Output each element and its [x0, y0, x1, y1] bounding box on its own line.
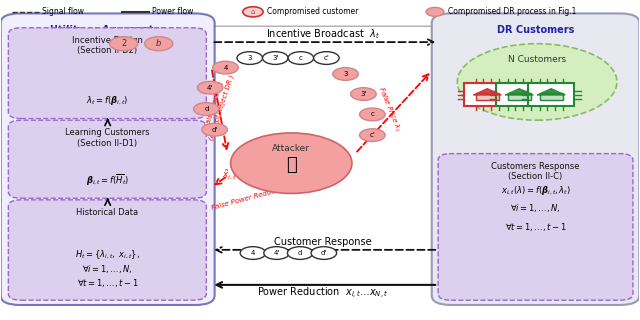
Polygon shape — [505, 89, 533, 95]
Text: ⌂: ⌂ — [251, 9, 255, 15]
Circle shape — [145, 37, 173, 51]
Circle shape — [193, 103, 219, 116]
Circle shape — [311, 247, 337, 260]
FancyBboxPatch shape — [8, 120, 206, 198]
Text: Compromised DR process in Fig.1: Compromised DR process in Fig.1 — [448, 7, 576, 16]
Text: 3': 3' — [272, 55, 278, 61]
Circle shape — [237, 52, 262, 64]
Text: Power Reduction  $x_{i,t}\ldots x_{N,t}$: Power Reduction $x_{i,t}\ldots x_{N,t}$ — [257, 286, 389, 301]
Text: d: d — [204, 106, 209, 112]
FancyBboxPatch shape — [438, 154, 633, 300]
Text: Historical Data: Historical Data — [76, 208, 138, 217]
Text: Compromised customer: Compromised customer — [267, 7, 358, 16]
Polygon shape — [473, 89, 501, 95]
Text: Incentive Broadcast  $\lambda_t$: Incentive Broadcast $\lambda_t$ — [266, 27, 380, 41]
Text: ): ) — [178, 39, 181, 48]
Text: 4: 4 — [223, 65, 228, 71]
Text: 4: 4 — [251, 250, 255, 256]
Circle shape — [264, 247, 289, 260]
Circle shape — [230, 133, 352, 194]
Circle shape — [360, 129, 385, 141]
FancyBboxPatch shape — [508, 93, 531, 100]
Text: N Customers: N Customers — [508, 55, 566, 64]
Text: 2: 2 — [121, 39, 126, 48]
Text: Power flow: Power flow — [152, 7, 193, 16]
Text: $\tilde{x}_{i,t}$: $\tilde{x}_{i,t}$ — [221, 169, 237, 182]
Text: False Power Reduction: False Power Reduction — [211, 185, 289, 212]
Polygon shape — [537, 89, 565, 95]
Circle shape — [109, 37, 138, 51]
Text: c': c' — [369, 132, 375, 138]
FancyBboxPatch shape — [476, 93, 499, 100]
Text: $x_{i,t}(\lambda) = f(\boldsymbol{\beta}_{i,t}, \lambda_t)$: $x_{i,t}(\lambda) = f(\boldsymbol{\beta}… — [500, 184, 570, 197]
Text: $\forall i = 1,\ldots,N,$: $\forall i = 1,\ldots,N,$ — [510, 202, 561, 214]
Text: Signal flow: Signal flow — [42, 7, 84, 16]
Text: b: b — [156, 39, 161, 48]
Text: 3: 3 — [248, 55, 252, 61]
Text: 4': 4' — [273, 250, 280, 256]
Circle shape — [240, 247, 266, 260]
Text: Attacker: Attacker — [272, 144, 310, 153]
FancyBboxPatch shape — [528, 83, 574, 106]
Text: $H_t = \{\lambda_{i,t},\ x_{i,t}\},$
$\forall i = 1,\ldots,N,$
$\forall t = 1,\l: $H_t = \{\lambda_{i,t},\ x_{i,t}\},$ $\f… — [75, 249, 140, 289]
Circle shape — [360, 108, 385, 121]
Circle shape — [426, 7, 444, 16]
FancyBboxPatch shape — [8, 28, 206, 119]
Text: c: c — [299, 55, 303, 61]
FancyBboxPatch shape — [8, 200, 206, 300]
FancyBboxPatch shape — [540, 93, 563, 100]
Text: DR Customers: DR Customers — [497, 25, 574, 35]
Text: Customer Response: Customer Response — [275, 237, 372, 247]
FancyBboxPatch shape — [465, 83, 510, 106]
Text: 3: 3 — [343, 71, 348, 77]
Circle shape — [314, 52, 339, 64]
Text: 4': 4' — [207, 85, 213, 91]
Text: d': d' — [211, 127, 218, 133]
FancyBboxPatch shape — [1, 13, 214, 305]
Circle shape — [288, 52, 314, 64]
Circle shape — [333, 68, 358, 80]
Circle shape — [262, 52, 288, 64]
Text: Learning Customers
(Section II-D1): Learning Customers (Section II-D1) — [65, 128, 150, 148]
Circle shape — [212, 61, 238, 74]
Text: Utility or Aggregator: Utility or Aggregator — [50, 25, 165, 35]
Circle shape — [202, 123, 227, 136]
Text: d: d — [298, 250, 302, 256]
Text: d': d' — [321, 250, 327, 256]
Text: 🕵: 🕵 — [286, 156, 296, 174]
FancyBboxPatch shape — [432, 13, 639, 305]
Text: Customers Response
(Section II-C): Customers Response (Section II-C) — [492, 162, 580, 181]
Text: False Commit
(Accept/Reject DR ): False Commit (Accept/Reject DR ) — [201, 71, 235, 140]
Circle shape — [197, 81, 223, 94]
Text: Incentive Design
(Section II-D2): Incentive Design (Section II-D2) — [72, 36, 143, 55]
Text: 3': 3' — [360, 91, 367, 97]
Circle shape — [351, 88, 376, 100]
Text: False Price $\lambda_t$: False Price $\lambda_t$ — [375, 85, 403, 133]
Text: $\forall t = 1,\ldots,t-1$: $\forall t = 1,\ldots,t-1$ — [505, 221, 566, 233]
Text: $\lambda_t = f(\boldsymbol{\beta}_{i,t})$: $\lambda_t = f(\boldsymbol{\beta}_{i,t})… — [86, 95, 129, 108]
Text: c: c — [371, 111, 374, 117]
FancyBboxPatch shape — [496, 83, 542, 106]
FancyBboxPatch shape — [0, 0, 640, 26]
Circle shape — [287, 247, 313, 260]
Text: c': c' — [323, 55, 329, 61]
Text: $\boldsymbol{\beta}_{i,t} = f(\overline{H}_t)$: $\boldsymbol{\beta}_{i,t} = f(\overline{… — [86, 172, 129, 187]
Ellipse shape — [458, 44, 617, 120]
Text: (Processes: (Processes — [72, 39, 121, 48]
Circle shape — [243, 7, 263, 17]
